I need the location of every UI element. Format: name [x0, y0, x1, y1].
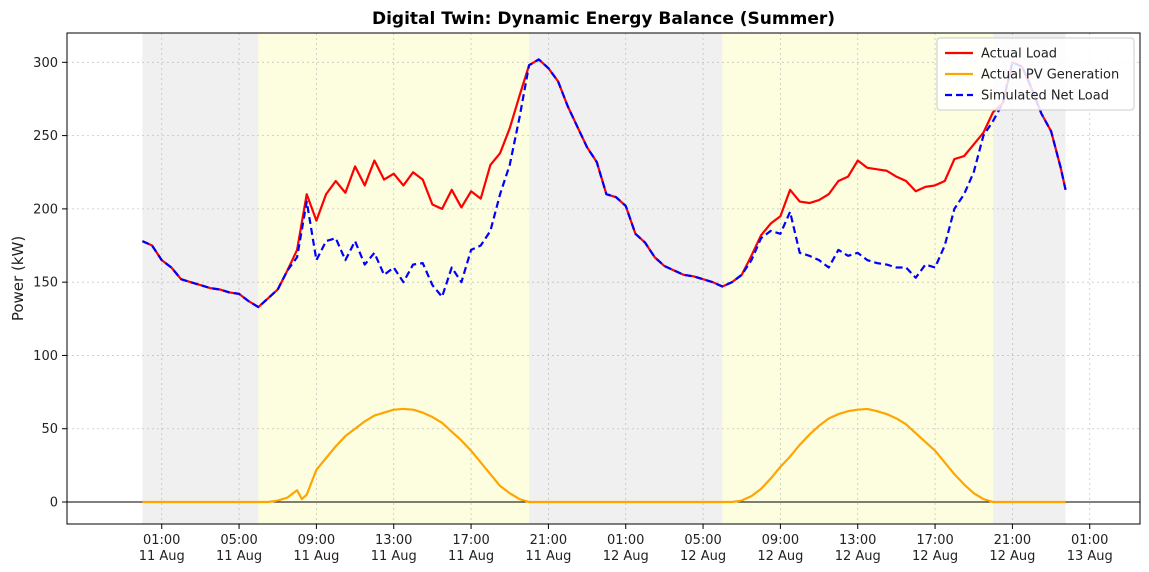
plot-frame — [66, 32, 1141, 525]
x-tick-label-date: 11 Aug — [448, 549, 494, 564]
x-tick-label-time: 09:00 — [298, 533, 335, 548]
series-lines — [141, 58, 1067, 504]
x-tick-label-time: 17:00 — [916, 533, 953, 548]
y-tick-label: 300 — [33, 56, 58, 71]
y-tick-label: 50 — [41, 422, 58, 437]
y-tick-label: 100 — [33, 349, 58, 364]
y-tick-label: 200 — [33, 202, 58, 217]
x-tick-label-date: 12 Aug — [912, 549, 958, 564]
x-tick-label-date: 11 Aug — [293, 549, 339, 564]
x-tick-label-time: 13:00 — [839, 533, 876, 548]
simulated-net-load-line — [141, 58, 1067, 309]
x-tick-label-time: 17:00 — [452, 533, 489, 548]
chart-title: Digital Twin: Dynamic Energy Balance (Su… — [372, 9, 835, 29]
x-tick-label-date: 11 Aug — [371, 549, 417, 564]
legend: Actual Load Actual PV Generation Simulated… — [936, 37, 1135, 111]
x-tick-label-date: 11 Aug — [139, 549, 185, 564]
x-tick-label-date: 12 Aug — [757, 549, 803, 564]
x-tick-label-date: 12 Aug — [603, 549, 649, 564]
x-tick-label-date: 12 Aug — [835, 549, 881, 564]
legend-label: Actual Load — [981, 47, 1057, 62]
legend-box — [936, 37, 1135, 111]
actual-pv-generation-line — [142, 407, 1066, 504]
y-tick-label: 250 — [33, 129, 58, 144]
night-shade — [142, 33, 259, 524]
x-tick-label-date: 12 Aug — [680, 549, 726, 564]
x-tick-label-time: 13:00 — [375, 533, 412, 548]
x-tick-label-time: 21:00 — [530, 533, 567, 548]
x-tick-label-time: 21:00 — [994, 533, 1031, 548]
legend-label: Actual PV Generation — [981, 68, 1119, 83]
x-tick-label-time: 01:00 — [143, 533, 180, 548]
legend-label: Simulated Net Load — [981, 89, 1109, 104]
x-tick-label-date: 11 Aug — [216, 549, 262, 564]
x-tick-label-time: 01:00 — [607, 533, 644, 548]
day-night-shading — [142, 33, 1066, 524]
x-tick-label-time: 01:00 — [1071, 533, 1108, 548]
y-tick-label: 0 — [50, 496, 58, 511]
x-tick-label-date: 13 Aug — [1067, 549, 1113, 564]
x-tick-label-date: 12 Aug — [989, 549, 1035, 564]
x-tick-label-time: 05:00 — [684, 533, 721, 548]
x-tick-label-time: 05:00 — [220, 533, 257, 548]
x-tick-label-time: 09:00 — [762, 533, 799, 548]
grid-lines — [67, 33, 1140, 524]
y-tick-label: 150 — [33, 276, 58, 291]
night-shade — [993, 33, 1066, 524]
y-axis-label: Power (kW) — [9, 236, 27, 321]
x-tick-label-date: 11 Aug — [525, 549, 571, 564]
y-axis-ticks: 0 50 100 150 200 250 300 — [33, 56, 67, 511]
